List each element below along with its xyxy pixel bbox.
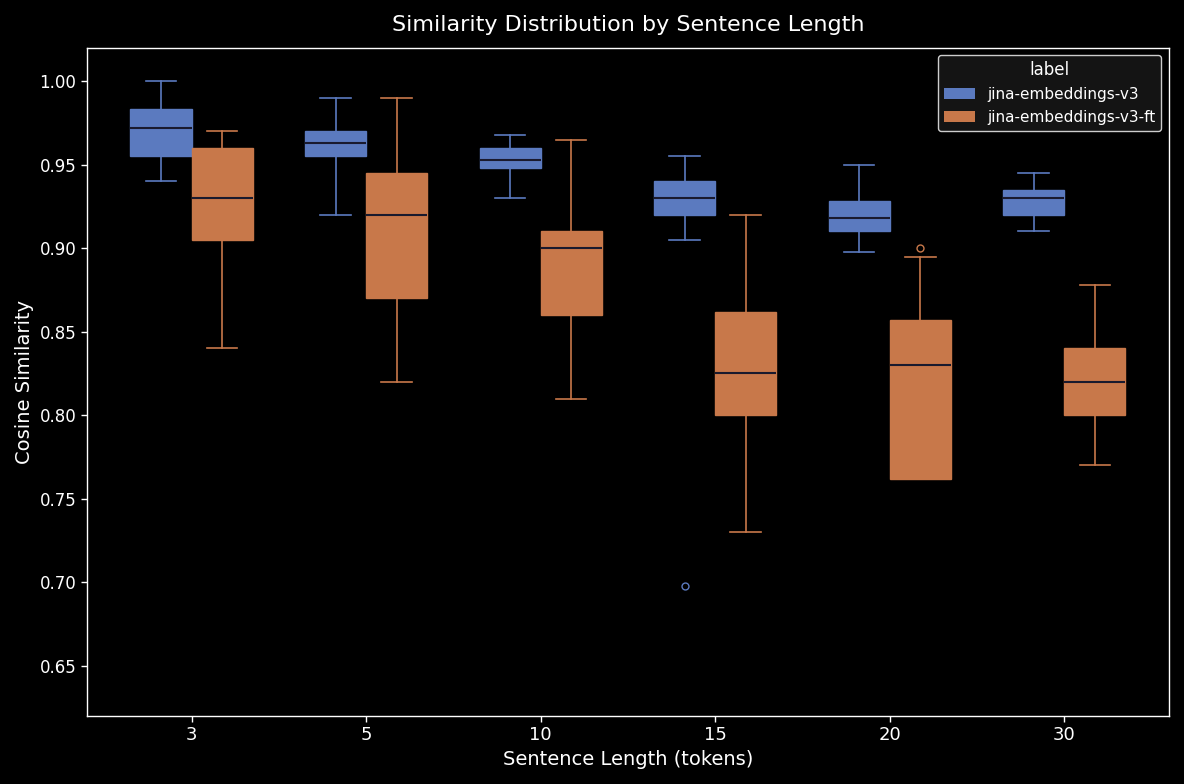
PathPatch shape — [829, 201, 889, 231]
PathPatch shape — [305, 131, 366, 156]
PathPatch shape — [541, 231, 601, 315]
PathPatch shape — [192, 148, 252, 240]
Legend: jina-embeddings-v3, jina-embeddings-v3-ft: jina-embeddings-v3, jina-embeddings-v3-f… — [938, 56, 1162, 131]
PathPatch shape — [654, 181, 715, 215]
PathPatch shape — [889, 320, 951, 479]
PathPatch shape — [715, 312, 777, 416]
Y-axis label: Cosine Similarity: Cosine Similarity — [15, 299, 34, 464]
Title: Similarity Distribution by Sentence Length: Similarity Distribution by Sentence Leng… — [392, 15, 864, 35]
PathPatch shape — [1003, 190, 1064, 215]
PathPatch shape — [1064, 348, 1125, 416]
PathPatch shape — [480, 148, 541, 168]
PathPatch shape — [366, 173, 427, 298]
PathPatch shape — [130, 110, 192, 156]
X-axis label: Sentence Length (tokens): Sentence Length (tokens) — [503, 750, 753, 769]
